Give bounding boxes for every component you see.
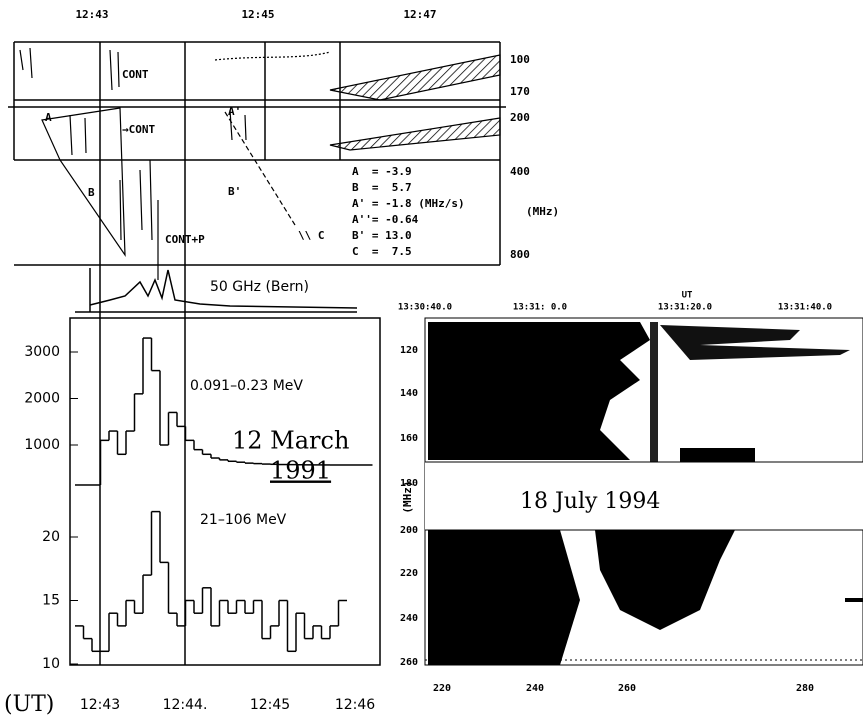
y-tick-label: 3000 [24, 344, 60, 360]
annotation: A [45, 111, 52, 124]
band-upper: 0.091–0.23 MeV [190, 378, 303, 394]
freq-label: 140 [400, 388, 418, 399]
spectrogram-image [424, 317, 863, 666]
spectrogram-date: 18 July 1994 [520, 489, 660, 514]
time-label: 13:31:20.0 [658, 303, 712, 313]
y-tick-label: 20 [42, 529, 60, 545]
y-tick-label: 2000 [24, 391, 60, 407]
bern-label: 50 GHz (Bern) [210, 279, 309, 295]
annotation: \\ C [298, 229, 325, 242]
annotation: B [88, 186, 95, 199]
hxr-frame [69, 317, 381, 666]
drift-rate: A = -3.9 [352, 165, 412, 178]
freq-label: 200 [400, 525, 418, 536]
x-label: 260 [618, 683, 636, 694]
x-unit: (UT) [4, 692, 54, 717]
x-tick-label: 12:44. [163, 697, 208, 713]
freq-label: 160 [400, 433, 418, 444]
x-label: 220 [433, 683, 451, 694]
annotation: A' [228, 105, 241, 118]
freq-label: 240 [400, 613, 418, 624]
burst-sketch [19, 47, 501, 280]
annotation: B' [228, 185, 241, 198]
date-line: 12 March [232, 427, 349, 455]
time-label: 13:31:40.0 [778, 303, 832, 313]
time-label: 13:31: 0.0 [513, 303, 567, 313]
band-lower: 21–106 MeV [200, 512, 287, 528]
freq-label: 400 [510, 165, 530, 178]
freq-unit: (MHz) [526, 205, 559, 218]
y-tick-label: 1000 [24, 437, 60, 453]
drift-rate: B = 5.7 [352, 181, 412, 194]
freq-label: 100 [510, 53, 530, 66]
time-label: 12:43 [75, 8, 108, 21]
annotation: →CONT [122, 123, 155, 136]
x-label: 280 [796, 683, 814, 694]
x-tick-label: 12:43 [80, 697, 120, 713]
x-tick-label: 12:45 [250, 697, 290, 713]
drift-rate: B' = 13.0 [352, 229, 412, 242]
annotation: CONT [122, 68, 149, 81]
freq-unit: (MHz) [401, 480, 414, 513]
top-panel-frame [8, 41, 506, 665]
annotation: CONT+P [165, 233, 205, 246]
drift-rate: C = 7.5 [352, 245, 412, 258]
time-label: 12:47 [403, 8, 436, 21]
freq-label: 220 [400, 568, 418, 579]
freq-label: 180 [400, 478, 418, 489]
x-tick-label: 12:46 [335, 697, 375, 713]
freq-label: 120 [400, 345, 418, 356]
freq-label: 200 [510, 111, 530, 124]
freq-label: 260 [400, 657, 418, 668]
time-label: 12:45 [241, 8, 274, 21]
drift-rate: A' = -1.8 (MHz/s) [352, 197, 465, 210]
time-label: 13:30:40.0 [398, 303, 452, 313]
y-tick-label: 10 [42, 656, 60, 672]
bern-panel [75, 268, 358, 313]
freq-label: 800 [510, 248, 530, 261]
date-line: 1991 [270, 457, 331, 485]
ut-label: UT [682, 291, 693, 301]
drift-rate: A''= -0.64 [352, 213, 419, 226]
x-label: 240 [526, 683, 544, 694]
freq-label: 170 [510, 85, 530, 98]
y-tick-label: 15 [42, 593, 60, 609]
